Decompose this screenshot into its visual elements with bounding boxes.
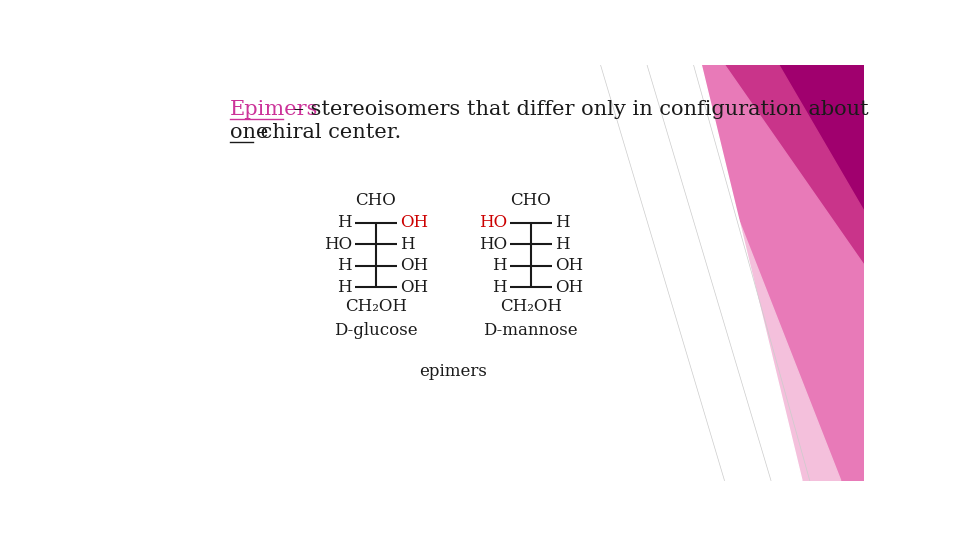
Text: CHO: CHO: [355, 192, 396, 209]
Text: H: H: [337, 279, 351, 296]
Polygon shape: [546, 65, 841, 481]
Text: epimers: epimers: [420, 363, 487, 380]
Text: H: H: [492, 279, 507, 296]
Text: one: one: [230, 123, 269, 142]
Text: H: H: [555, 214, 569, 231]
Text: OH: OH: [555, 257, 583, 274]
Text: OH: OH: [399, 214, 428, 231]
Text: H: H: [337, 257, 351, 274]
Text: H: H: [337, 214, 351, 231]
Text: D-mannose: D-mannose: [484, 322, 578, 339]
Text: H: H: [555, 235, 569, 253]
Polygon shape: [756, 65, 864, 481]
Text: chiral center.: chiral center.: [254, 123, 401, 142]
Text: OH: OH: [399, 279, 428, 296]
Text: H: H: [399, 235, 415, 253]
Polygon shape: [585, 65, 864, 481]
Text: HO: HO: [479, 235, 507, 253]
Text: CH₂OH: CH₂OH: [345, 298, 407, 315]
Polygon shape: [120, 65, 802, 481]
Text: Epimers: Epimers: [230, 100, 319, 119]
Text: CH₂OH: CH₂OH: [500, 298, 562, 315]
Text: H: H: [492, 257, 507, 274]
Polygon shape: [662, 65, 864, 481]
Text: HO: HO: [479, 214, 507, 231]
Text: HO: HO: [324, 235, 351, 253]
Text: OH: OH: [555, 279, 583, 296]
Text: – stereoisomers that differ only in configuration about: – stereoisomers that differ only in conf…: [287, 100, 868, 119]
Text: D-glucose: D-glucose: [334, 322, 418, 339]
Text: OH: OH: [399, 257, 428, 274]
Text: CHO: CHO: [511, 192, 551, 209]
